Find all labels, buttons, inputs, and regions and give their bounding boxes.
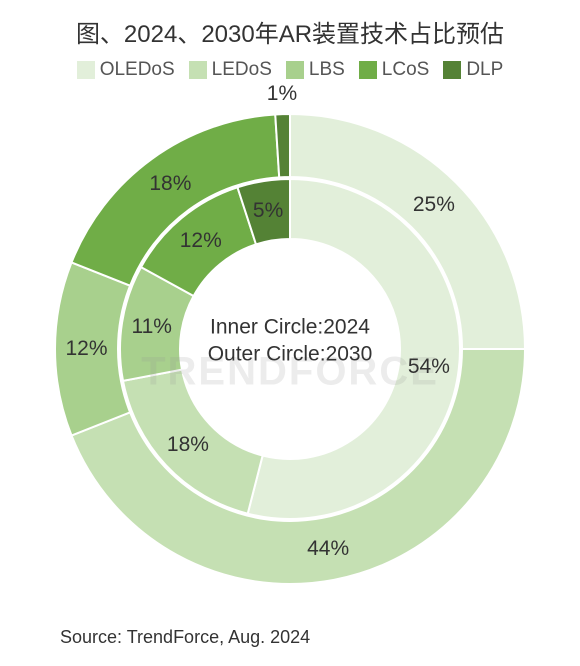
legend-swatch: [286, 61, 304, 79]
legend-item: LCoS: [359, 59, 430, 81]
legend-item: LBS: [286, 59, 345, 81]
source-text: Source: TrendForce, Aug. 2024: [60, 627, 310, 648]
label-inner-ledos: 18%: [167, 433, 209, 457]
legend-swatch: [359, 61, 377, 79]
legend-swatch: [77, 61, 95, 79]
label-inner-oledos: 54%: [408, 355, 450, 379]
label-inner-dlp: 5%: [253, 199, 283, 223]
legend-label: DLP: [466, 59, 503, 81]
label-outer-oledos: 25%: [413, 193, 455, 217]
legend-item: OLEDoS: [77, 59, 175, 81]
label-outer-dlp: 1%: [267, 82, 297, 106]
legend-item: DLP: [443, 59, 503, 81]
label-outer-lcos: 18%: [149, 172, 191, 196]
legend-label: OLEDoS: [100, 59, 175, 81]
label-outer-lbs: 12%: [65, 337, 107, 361]
legend-label: LCoS: [382, 59, 430, 81]
legend-swatch: [189, 61, 207, 79]
center-label-outer: Outer Circle:2030: [208, 341, 373, 368]
label-inner-lcos: 12%: [180, 229, 222, 253]
center-label: Inner Circle:2024 Outer Circle:2030: [208, 314, 373, 369]
chart-title: 图、2024、2030年AR装置技术占比预估: [0, 0, 580, 49]
legend-swatch: [443, 61, 461, 79]
label-inner-lbs: 11%: [131, 315, 171, 339]
legend: OLEDoS LEDoS LBS LCoS DLP: [0, 59, 580, 81]
legend-item: LEDoS: [189, 59, 272, 81]
legend-label: LEDoS: [212, 59, 272, 81]
label-outer-ledos: 44%: [307, 537, 349, 561]
donut-chart: TRENDFORCE Inner Circle:2024 Outer Circl…: [0, 81, 580, 601]
center-label-inner: Inner Circle:2024: [208, 314, 373, 341]
legend-label: LBS: [309, 59, 345, 81]
